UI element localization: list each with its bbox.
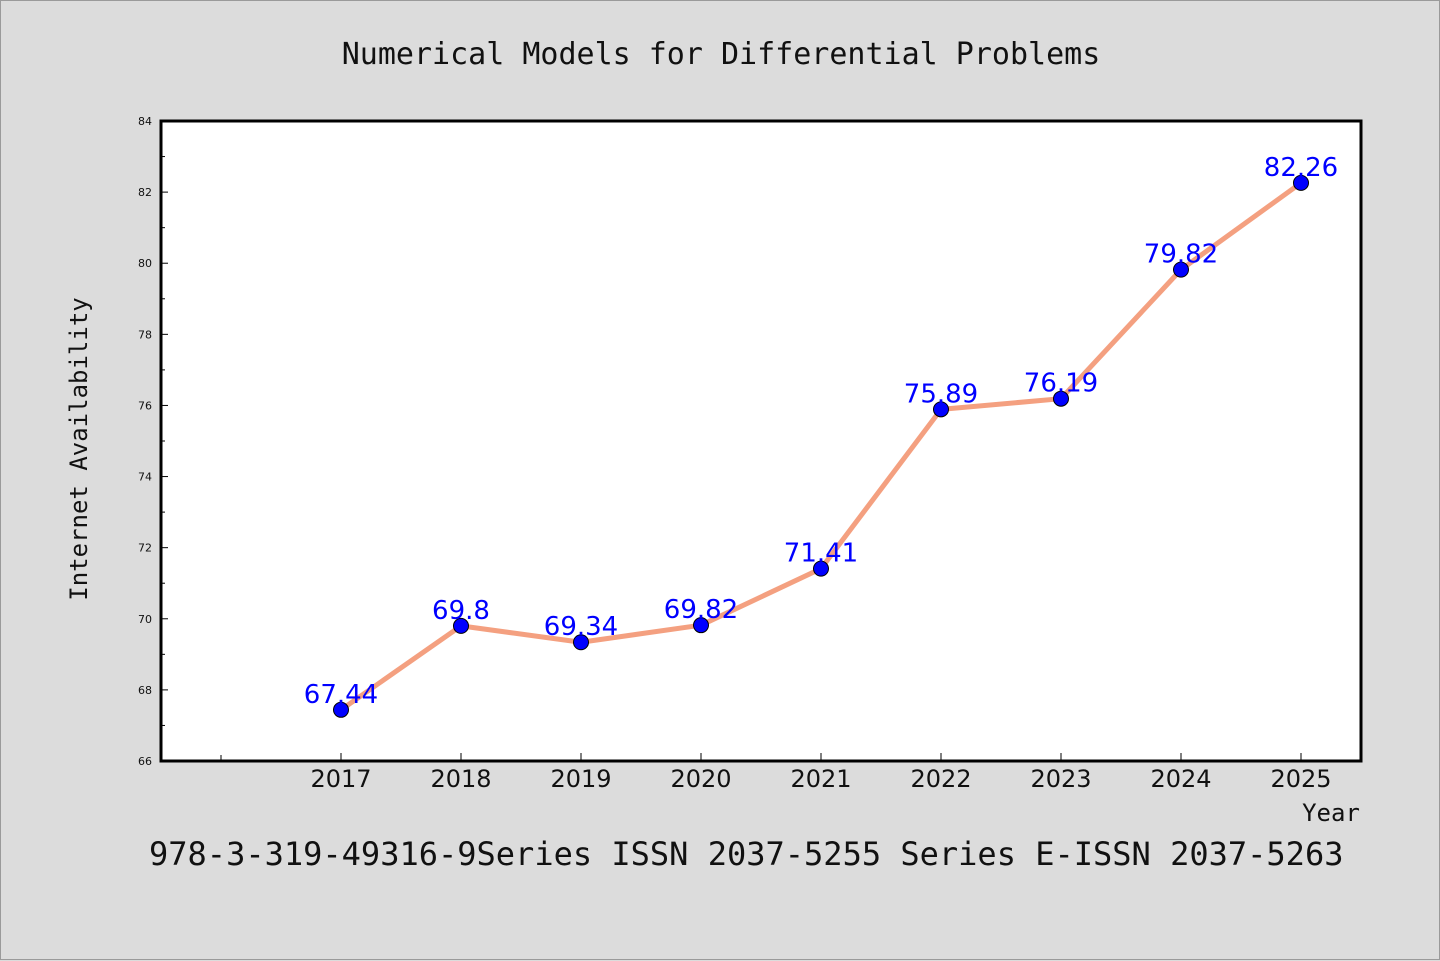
- data-point: [693, 617, 709, 634]
- y-tick-label: 76: [138, 399, 152, 412]
- y-axis-label: Internet Availability: [65, 297, 93, 600]
- x-tick-label: 2024: [1150, 765, 1211, 793]
- y-tick-label: 78: [138, 328, 152, 341]
- y-tick-label: 80: [138, 257, 152, 270]
- data-label: 67.44: [304, 680, 378, 710]
- series-layer: 67.44 69.8 69.34 69.82 71.41 75.89 76.19 79.82 8…: [304, 153, 1338, 718]
- data-label: 76.19: [1024, 369, 1098, 399]
- data-label: 69.34: [544, 612, 618, 642]
- y-axis: 66 68 70 72 74 76 78 80 82 84: [138, 115, 168, 768]
- x-tick-label: 2022: [910, 765, 971, 793]
- x-tick-label: 2023: [1030, 765, 1091, 793]
- data-point: [453, 617, 469, 634]
- footer-isbn-issn: 978-3-319-49316-9Series ISSN 2037-5255 S…: [149, 835, 1343, 873]
- data-point: [333, 701, 349, 718]
- data-label: 69.8: [432, 596, 490, 626]
- y-tick-label: 70: [138, 613, 152, 626]
- data-label: 69.82: [664, 595, 738, 625]
- data-point: [573, 634, 589, 651]
- data-point: [1293, 174, 1309, 191]
- x-tick-label: 2018: [430, 765, 491, 793]
- x-tick-label: 2025: [1270, 765, 1331, 793]
- y-tick-label: 66: [138, 755, 152, 768]
- x-axis: 2017 2018 2019 2020 2021 2022 2023 2024 2025: [220, 753, 1332, 793]
- data-label: 79.82: [1144, 240, 1218, 270]
- x-tick-label: 2017: [310, 765, 371, 793]
- plot-area: [159, 119, 1363, 763]
- x-axis-label: Year: [1302, 799, 1360, 827]
- x-tick-label: 2021: [790, 765, 851, 793]
- chart-title: Numerical Models for Differential Proble…: [342, 37, 1101, 72]
- data-label: 75.89: [904, 379, 978, 409]
- data-label: 82.26: [1264, 153, 1338, 183]
- x-tick-label: 2019: [550, 765, 611, 793]
- x-tick-label: 2020: [670, 765, 731, 793]
- data-point: [813, 560, 829, 577]
- data-point: [1053, 390, 1069, 407]
- data-point: [1173, 261, 1189, 278]
- y-tick-label: 82: [138, 186, 152, 199]
- data-label: 71.41: [784, 539, 858, 569]
- y-tick-label: 74: [138, 471, 152, 484]
- y-tick-label: 68: [138, 684, 152, 697]
- y-tick-label: 72: [138, 542, 152, 555]
- y-tick-label: 84: [138, 115, 152, 128]
- data-point: [933, 401, 949, 418]
